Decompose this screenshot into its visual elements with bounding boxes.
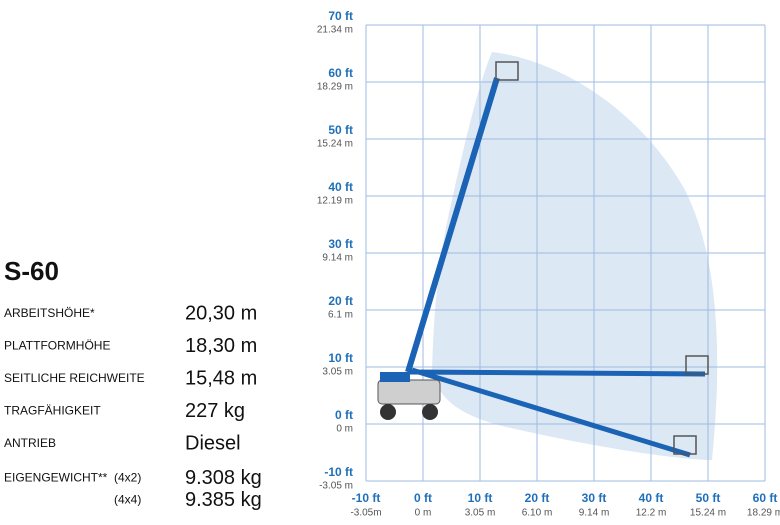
spec-label: EIGENGEWICHT**: [4, 471, 108, 485]
x-tick-ft: 50 ft: [696, 491, 721, 505]
spec-value: 9.308 kg: [185, 467, 262, 489]
x-tick-ft: 30 ft: [582, 491, 607, 505]
y-tick-m: 15.24 m: [317, 139, 353, 150]
y-tick-ft: 0 ft: [335, 408, 353, 422]
y-tick-m: -3.05 m: [319, 481, 353, 492]
spec-value: Diesel: [185, 432, 241, 454]
y-tick-ft: 50 ft: [328, 123, 353, 137]
weight-drive: (4x4): [114, 493, 141, 507]
x-tick-ft: 40 ft: [639, 491, 664, 505]
y-tick-ft: 40 ft: [328, 180, 353, 194]
y-tick-m: 12.19 m: [317, 196, 353, 207]
y-tick-ft: 30 ft: [328, 237, 353, 251]
x-tick-ft: 60 ft: [753, 491, 778, 505]
machine: [377, 61, 709, 458]
spec-label: TRAGFÄHIGKEIT: [4, 404, 101, 418]
spec-label: ANTRIEB: [4, 436, 56, 450]
y-tick-ft: 10 ft: [328, 351, 353, 365]
y-tick-ft: 70 ft: [328, 9, 353, 23]
x-tick-m: 12.2 m: [636, 508, 667, 519]
x-tick-ft: 0 ft: [414, 491, 432, 505]
spec-label: PLATTFORMHÖHE: [4, 339, 110, 353]
x-tick-m: 0 m: [415, 508, 432, 519]
weight-drive: (4x2): [114, 471, 141, 485]
y-tick-m: 6.1 m: [328, 310, 353, 321]
x-tick-m: 3.05 m: [465, 508, 496, 519]
model-title: S-60: [4, 256, 59, 286]
y-tick-m: 3.05 m: [322, 367, 353, 378]
x-tick-m: 15.24 m: [690, 508, 726, 519]
spec-value: 227 kg: [185, 400, 245, 422]
x-tick-ft: 10 ft: [468, 491, 493, 505]
x-tick-m: 6.10 m: [522, 508, 553, 519]
spec-value: 9.385 kg: [185, 489, 262, 511]
spec-value: 15,48 m: [185, 367, 257, 389]
x-tick-m: 18.29 m: [747, 508, 780, 519]
y-tick-m: 21.34 m: [317, 25, 353, 36]
x-tick-ft: 20 ft: [525, 491, 550, 505]
spec-value: 20,30 m: [185, 302, 257, 324]
x-tick-m: 9.14 m: [579, 508, 610, 519]
x-tick-ft: -10 ft: [352, 491, 381, 505]
y-tick-m: 9.14 m: [322, 253, 353, 264]
y-tick-ft: 60 ft: [328, 66, 353, 80]
y-tick-m: 0 m: [336, 424, 353, 435]
y-tick-m: 18.29 m: [317, 82, 353, 93]
x-tick-m: -3.05m: [350, 508, 381, 519]
spec-label: ARBEITSHÖHE*: [4, 306, 95, 320]
spec-label: SEITLICHE REICHWEITE: [4, 371, 145, 385]
y-tick-ft: 20 ft: [328, 294, 353, 308]
y-tick-ft: -10 ft: [324, 465, 353, 479]
spec-value: 18,30 m: [185, 335, 257, 357]
reach-envelope: [432, 52, 718, 460]
